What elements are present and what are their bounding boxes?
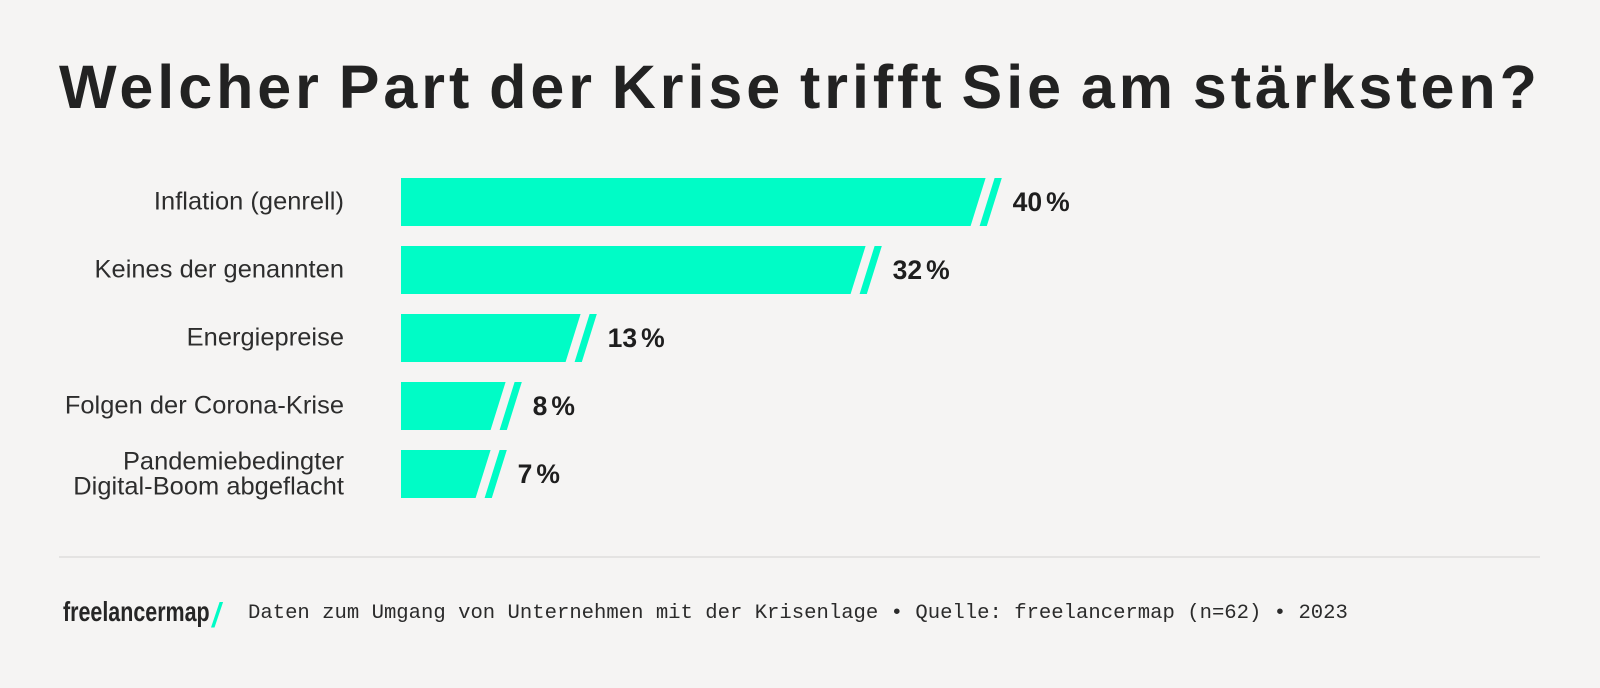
svg-text:Pandemiebedingter: Pandemiebedingter (123, 448, 345, 476)
svg-text:Keines der genannten: Keines der genannten (95, 256, 344, 284)
svg-text:Folgen der Corona-Krise: Folgen der Corona-Krise (65, 392, 344, 420)
svg-text:Energiepreise: Energiepreise (187, 324, 344, 352)
svg-text:7%: 7% (518, 459, 560, 489)
svg-text:Digital-Boom abgeflacht: Digital-Boom abgeflacht (73, 472, 344, 500)
svg-text:32%: 32% (893, 255, 950, 285)
svg-text:13%: 13% (608, 323, 665, 353)
svg-text:Inflation (genrell): Inflation (genrell) (154, 188, 344, 216)
svg-text:8%: 8% (533, 391, 575, 421)
svg-text:40%: 40% (1013, 187, 1070, 217)
